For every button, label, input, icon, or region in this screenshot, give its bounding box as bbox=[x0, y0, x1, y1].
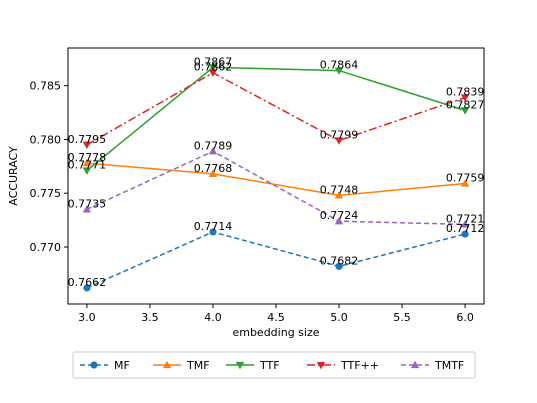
data-point-ttfplusplus bbox=[334, 137, 344, 145]
plot-area bbox=[68, 48, 484, 304]
data-label-ttfplusplus: 0.7839 bbox=[446, 85, 485, 98]
data-point-ttf bbox=[460, 107, 470, 115]
data-point-tmf bbox=[334, 191, 344, 199]
data-point-mf bbox=[335, 262, 343, 270]
data-point-ttf bbox=[82, 167, 92, 175]
data-label-ttf: 0.7867 bbox=[194, 55, 233, 68]
legend: MF TMF TTF TTF++ TMTF bbox=[80, 359, 464, 372]
data-point-ttfplusplus bbox=[82, 141, 92, 150]
data-label-mf: 0.7712 bbox=[446, 222, 485, 235]
data-label-ttfplusplus: 0.7795 bbox=[68, 133, 107, 146]
legend-marker-ttf bbox=[235, 361, 245, 370]
series-line-tmtf bbox=[86, 150, 466, 226]
data-point-tmf bbox=[208, 169, 218, 177]
legend-marker-tmtf bbox=[410, 360, 420, 369]
y-tick-label: 0.780 bbox=[30, 133, 62, 146]
x-tick-label: 5.5 bbox=[393, 311, 411, 324]
x-tick-label: 3.0 bbox=[78, 311, 96, 324]
data-label-tmtf: 0.7721 bbox=[446, 212, 485, 225]
legend-label-tmf: TMF bbox=[186, 359, 210, 372]
series-line-tmf bbox=[86, 162, 466, 197]
data-label-tmtf: 0.7735 bbox=[68, 197, 107, 210]
data-label-ttfplusplus: 0.7799 bbox=[320, 129, 359, 142]
x-tick-label: 6.0 bbox=[456, 311, 474, 324]
legend-marker-mf bbox=[90, 361, 98, 369]
x-tick-label: 3.5 bbox=[141, 311, 159, 324]
data-label-tmf: 0.7748 bbox=[320, 183, 359, 196]
data-point-mf bbox=[83, 284, 91, 292]
data-label-layer: 0.7662 0.7714 0.7682 0.7712 0.7778 0.7768 0.77… bbox=[68, 55, 485, 289]
series-line-mf bbox=[86, 231, 466, 289]
data-label-tmtf: 0.7789 bbox=[194, 139, 233, 152]
data-point-tmtf bbox=[208, 147, 218, 155]
data-point-ttfplusplus bbox=[208, 69, 218, 77]
legend-label-tmtf: TMTF bbox=[434, 359, 464, 372]
data-point-tmf bbox=[460, 179, 470, 187]
series-layer bbox=[82, 64, 470, 292]
data-label-tmf: 0.7768 bbox=[194, 162, 233, 175]
data-point-tmtf bbox=[460, 220, 470, 228]
y-tick-label: 0.770 bbox=[30, 241, 62, 254]
x-axis-label: embedding size bbox=[232, 326, 319, 339]
legend-label-ttfplusplus: TTF++ bbox=[340, 359, 379, 372]
data-point-ttf bbox=[334, 67, 344, 75]
x-tick-label: 5.0 bbox=[330, 311, 348, 324]
data-point-tmtf bbox=[82, 205, 92, 213]
legend-label-ttf: TTF bbox=[259, 359, 280, 372]
data-label-tmf: 0.7759 bbox=[446, 172, 485, 185]
data-point-tmf bbox=[82, 158, 92, 167]
legend-marker-ttfplusplus bbox=[316, 361, 326, 370]
legend-marker-tmf bbox=[162, 360, 172, 369]
data-label-ttf: 0.7771 bbox=[68, 159, 107, 172]
x-tick-label: 4.0 bbox=[204, 311, 222, 324]
data-point-ttf bbox=[208, 64, 218, 72]
y-tick-label: 0.785 bbox=[30, 80, 62, 93]
data-label-ttf: 0.7827 bbox=[446, 98, 485, 111]
legend-box bbox=[72, 351, 476, 379]
data-label-mf: 0.7682 bbox=[320, 254, 359, 267]
x-tick-label: 4.5 bbox=[267, 311, 285, 324]
series-line-ttf bbox=[86, 66, 466, 172]
data-label-tmf: 0.7778 bbox=[68, 151, 107, 164]
data-point-mf bbox=[209, 228, 217, 236]
series-line-ttfplusplus bbox=[86, 71, 466, 146]
y-tick-label: 0.775 bbox=[30, 187, 62, 200]
x-axis: 3.0 3.5 4.0 4.5 5.0 5.5 6.0 bbox=[78, 304, 474, 324]
data-label-mf: 0.7714 bbox=[194, 220, 233, 233]
data-label-mf: 0.7662 bbox=[68, 276, 107, 289]
y-axis-label: ACCURACY bbox=[7, 146, 20, 206]
data-point-mf bbox=[461, 230, 469, 238]
data-point-ttfplusplus bbox=[460, 94, 470, 102]
data-label-ttfplusplus: 0.7862 bbox=[194, 61, 233, 74]
legend-label-mf: MF bbox=[114, 359, 130, 372]
y-axis: 0.770 0.775 0.780 0.785 bbox=[30, 80, 68, 254]
data-point-tmtf bbox=[334, 216, 344, 225]
data-label-tmtf: 0.7724 bbox=[320, 209, 359, 222]
data-label-ttf: 0.7864 bbox=[320, 59, 359, 72]
